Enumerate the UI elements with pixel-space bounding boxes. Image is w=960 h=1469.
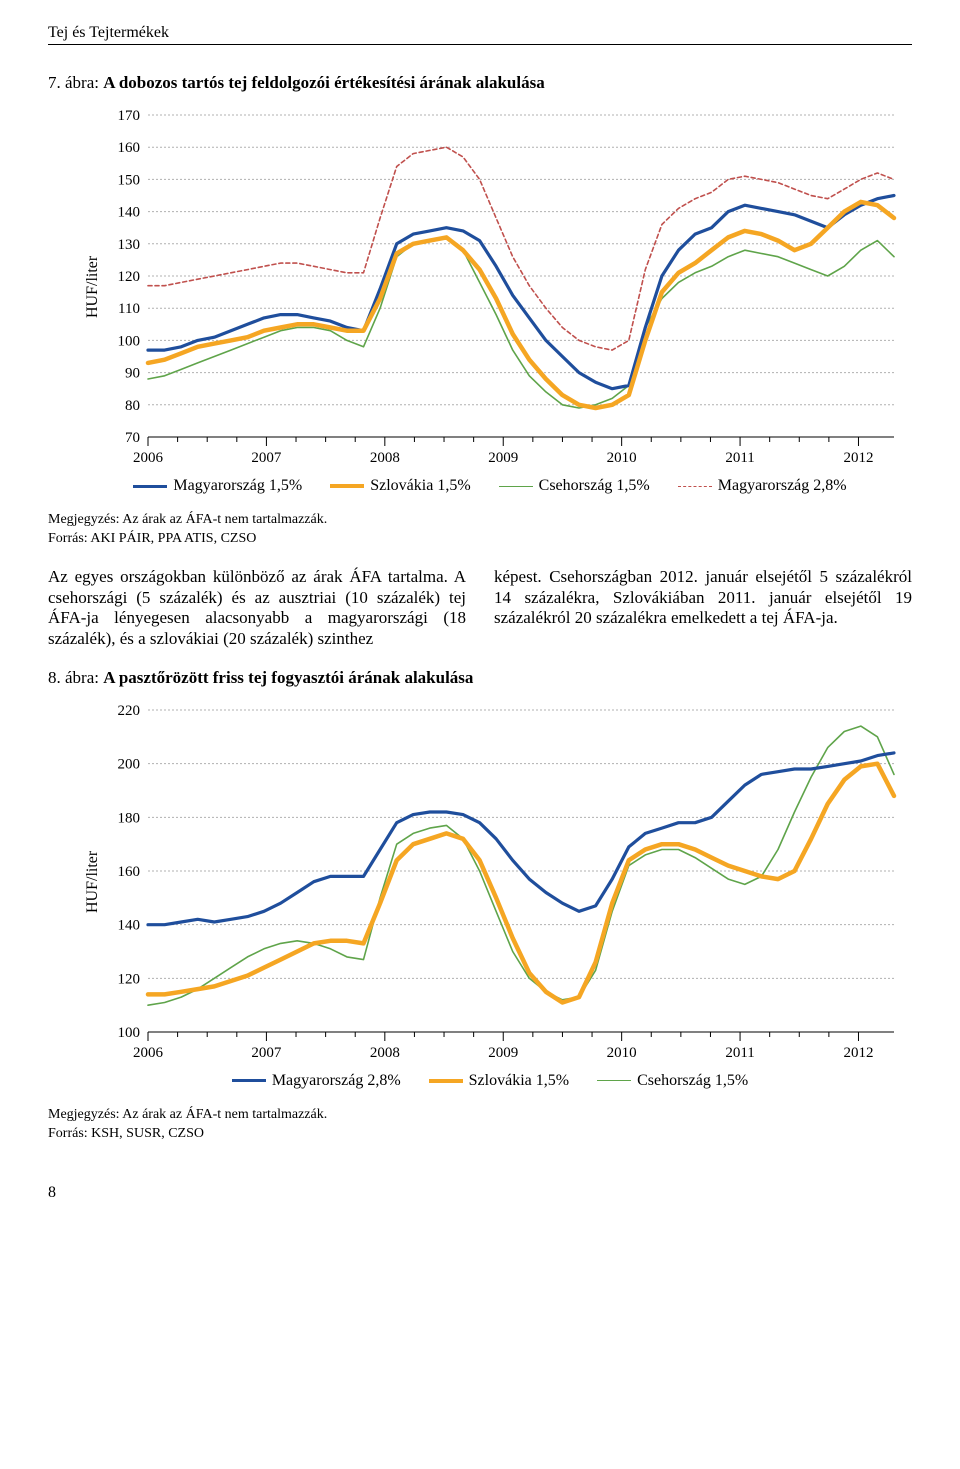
legend-swatch	[678, 486, 712, 487]
body-right: képest. Csehországban 2012. január elsej…	[494, 567, 912, 650]
fig7-legend: Magyarország 1,5% Szlovákia 1,5% Csehorszá…	[78, 477, 902, 495]
fig8-title-prefix: 8. ábra:	[48, 668, 103, 687]
legend-swatch	[597, 1080, 631, 1081]
legend-swatch	[429, 1079, 463, 1083]
fig8-title: 8. ábra: A pasztőrözött friss tej fogyas…	[48, 668, 912, 688]
header-rule	[48, 44, 912, 45]
svg-text:2012: 2012	[843, 1045, 873, 1061]
legend-swatch	[133, 485, 167, 488]
fig8-note: Megjegyzés: Az árak az ÁFA-t nem tartalm…	[48, 1106, 912, 1144]
svg-text:2009: 2009	[488, 450, 518, 466]
legend-label: Csehország 1,5%	[539, 477, 650, 495]
legend-item: Magyarország 2,8%	[232, 1072, 401, 1090]
fig8-legend: Magyarország 2,8% Szlovákia 1,5% Csehorszá…	[78, 1072, 902, 1090]
fig7-note: Megjegyzés: Az árak az ÁFA-t nem tartalm…	[48, 511, 912, 549]
svg-text:120: 120	[118, 971, 141, 987]
svg-text:220: 220	[118, 703, 141, 719]
svg-text:2008: 2008	[370, 450, 400, 466]
legend-item: Szlovákia 1,5%	[330, 477, 470, 495]
page-number: 8	[48, 1184, 912, 1202]
fig7-note-line1: Megjegyzés: Az árak az ÁFA-t nem tartalm…	[48, 511, 912, 530]
fig8-title-text: A pasztőrözött friss tej fogyasztói árán…	[103, 668, 473, 687]
svg-text:2010: 2010	[607, 1045, 637, 1061]
fig8-chart: 100 120 140 160 180 200 220 2006 2007 2008 2009 201…	[102, 702, 902, 1062]
svg-text:110: 110	[118, 301, 140, 317]
page-header: Tej és Tejtermékek	[48, 24, 912, 42]
svg-text:150: 150	[118, 172, 141, 188]
fig8-note-line1: Megjegyzés: Az árak az ÁFA-t nem tartalm…	[48, 1106, 912, 1125]
svg-text:170: 170	[118, 108, 141, 124]
svg-text:100: 100	[118, 1025, 141, 1041]
legend-item: Csehország 1,5%	[499, 477, 650, 495]
svg-text:2007: 2007	[251, 1045, 282, 1061]
legend-swatch	[232, 1079, 266, 1082]
legend-label: Magyarország 2,8%	[272, 1072, 401, 1090]
svg-text:2007: 2007	[251, 450, 282, 466]
body-left: Az egyes országokban különböző az árak Á…	[48, 567, 466, 650]
svg-text:80: 80	[125, 398, 140, 414]
legend-item: Magyarország 1,5%	[133, 477, 302, 495]
svg-text:2009: 2009	[488, 1045, 518, 1061]
svg-text:2006: 2006	[133, 450, 164, 466]
svg-text:2006: 2006	[133, 1045, 164, 1061]
svg-text:2008: 2008	[370, 1045, 400, 1061]
svg-text:2011: 2011	[725, 450, 754, 466]
legend-label: Csehország 1,5%	[637, 1072, 748, 1090]
svg-text:180: 180	[118, 810, 141, 826]
legend-label: Szlovákia 1,5%	[469, 1072, 569, 1090]
svg-text:2010: 2010	[607, 450, 637, 466]
svg-text:2011: 2011	[725, 1045, 754, 1061]
legend-item: Magyarország 2,8%	[678, 477, 847, 495]
fig8-note-line2: Forrás: KSH, SUSR, CZSO	[48, 1125, 912, 1144]
fig7-title-text: A dobozos tartós tej feldolgozói értékes…	[103, 73, 545, 92]
body-text: Az egyes országokban különböző az árak Á…	[48, 567, 912, 650]
fig7-title: 7. ábra: A dobozos tartós tej feldolgozó…	[48, 73, 912, 93]
svg-text:130: 130	[118, 237, 141, 253]
svg-text:140: 140	[118, 917, 141, 933]
svg-text:160: 160	[118, 864, 141, 880]
legend-label: Magyarország 1,5%	[173, 477, 302, 495]
fig8-ylabel: HUF/liter	[78, 702, 102, 1062]
svg-text:120: 120	[118, 269, 141, 285]
svg-text:100: 100	[118, 333, 141, 349]
legend-swatch	[499, 486, 533, 487]
fig7-title-prefix: 7. ábra:	[48, 73, 103, 92]
fig7-chart-block: HUF/liter 70 80 90 100 110 120 130 140 150 160 170…	[78, 107, 902, 495]
fig7-note-line2: Forrás: AKI PÁIR, PPA ATIS, CZSO	[48, 530, 912, 549]
fig8-chart-block: HUF/liter 100 120 140 160 180 200 220 2006 2007 2…	[78, 702, 902, 1090]
legend-item: Csehország 1,5%	[597, 1072, 748, 1090]
fig7-chart: 70 80 90 100 110 120 130 140 150 160 170 2006 2007 20…	[102, 107, 902, 467]
legend-item: Szlovákia 1,5%	[429, 1072, 569, 1090]
svg-text:140: 140	[118, 205, 141, 221]
svg-text:2012: 2012	[843, 450, 873, 466]
svg-text:200: 200	[118, 756, 141, 772]
legend-label: Magyarország 2,8%	[718, 477, 847, 495]
legend-label: Szlovákia 1,5%	[370, 477, 470, 495]
svg-text:70: 70	[125, 430, 140, 446]
fig7-ylabel: HUF/liter	[78, 107, 102, 467]
legend-swatch	[330, 484, 364, 488]
svg-text:160: 160	[118, 140, 141, 156]
svg-text:90: 90	[125, 366, 140, 382]
